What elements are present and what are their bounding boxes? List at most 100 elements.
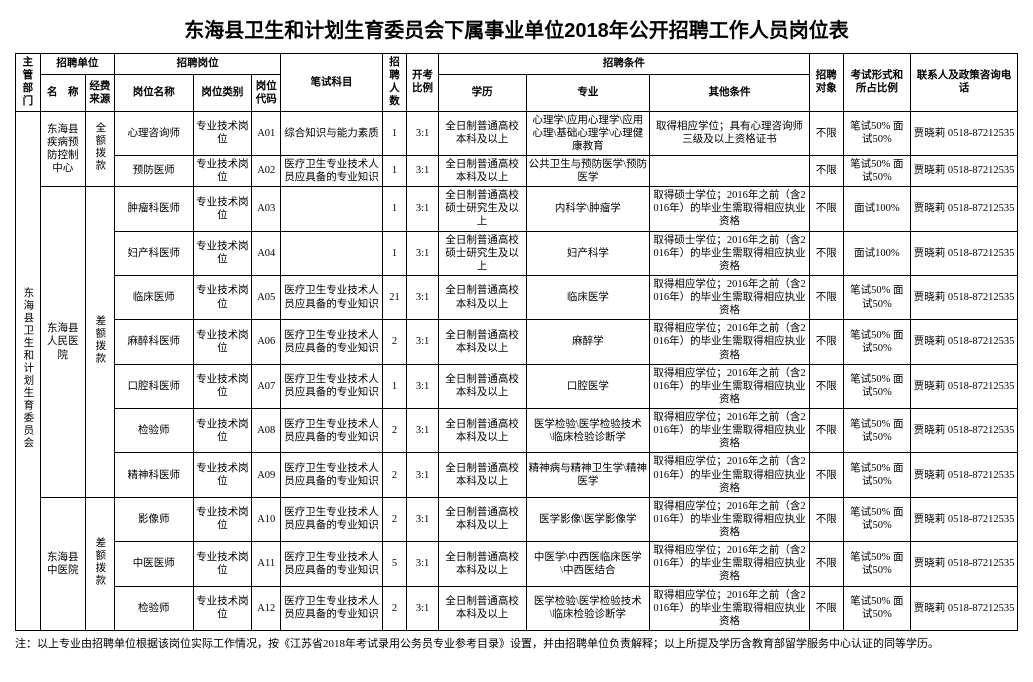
cell-cat: 专业技术岗位 xyxy=(193,364,251,408)
h-pos-cat: 岗位类别 xyxy=(193,75,251,111)
cell-form: 面试100% xyxy=(843,231,910,275)
cell-target: 不限 xyxy=(809,364,843,408)
cell-ratio: 3:1 xyxy=(407,364,438,408)
cell-target: 不限 xyxy=(809,409,843,453)
cell-edu: 全日制普通高校本科及以上 xyxy=(438,275,526,319)
table-body: 东海县卫生和计划生育委员会东海县疾病预防控制中心全额拨款心理咨询师专业技术岗位A… xyxy=(16,111,1018,630)
cell-form: 笔试50% 面试50% xyxy=(843,453,910,497)
cell-contact: 贾晓莉 0518-87212535 xyxy=(911,320,1018,364)
cell-pos: 检验师 xyxy=(114,586,193,630)
cell-target: 不限 xyxy=(809,542,843,586)
h-major: 专业 xyxy=(526,75,650,111)
cell-edu: 全日制普通高校本科及以上 xyxy=(438,409,526,453)
cell-edu: 全日制普通高校本科及以上 xyxy=(438,364,526,408)
cell-major: 中医学\中西医临床医学\中西医结合 xyxy=(526,542,650,586)
cell-ratio: 3:1 xyxy=(407,497,438,541)
cell-code: A05 xyxy=(252,275,281,319)
cell-other: 取得相应学位；2016年之前（含2016年）的毕业生需取得相应执业资格 xyxy=(650,542,810,586)
table-row: 口腔科医师专业技术岗位A07医疗卫生专业技术人员应具备的专业知识13:1全日制普… xyxy=(16,364,1018,408)
cell-other xyxy=(650,155,810,186)
h-ratio: 开考比例 xyxy=(407,54,438,112)
cell-major: 医学检验\医学检验技术\临床检验诊断学 xyxy=(526,586,650,630)
cell-ratio: 3:1 xyxy=(407,111,438,155)
h-unit-name: 名 称 xyxy=(40,75,85,111)
cell-other: 取得相应学位；2016年之前（含2016年）的毕业生需取得相应执业资格 xyxy=(650,497,810,541)
cell-cat: 专业技术岗位 xyxy=(193,187,251,231)
cell-contact: 贾晓莉 0518-87212535 xyxy=(911,542,1018,586)
cell-form: 笔试50% 面试50% xyxy=(843,409,910,453)
table-row: 预防医师专业技术岗位A02医疗卫生专业技术人员应具备的专业知识13:1全日制普通… xyxy=(16,155,1018,186)
cell-contact: 贾晓莉 0518-87212535 xyxy=(911,409,1018,453)
cell-target: 不限 xyxy=(809,187,843,231)
cell-pos: 中医医师 xyxy=(114,542,193,586)
cell-pos: 临床医师 xyxy=(114,275,193,319)
cell-edu: 全日制普通高校硕士研究生及以上 xyxy=(438,231,526,275)
cell-other: 取得相应学位；2016年之前（含2016年）的毕业生需取得相应执业资格 xyxy=(650,453,810,497)
table-row: 东海县中医院差额拨款影像师专业技术岗位A10医疗卫生专业技术人员应具备的专业知识… xyxy=(16,497,1018,541)
cell-contact: 贾晓莉 0518-87212535 xyxy=(911,497,1018,541)
cell-ratio: 3:1 xyxy=(407,409,438,453)
footnote: 注：以上专业由招聘单位根据该岗位实际工作情况，按《江苏省2018年考试录用公务员… xyxy=(15,637,1018,652)
cell-exam: 医疗卫生专业技术人员应具备的专业知识 xyxy=(281,542,382,586)
cell-major: 临床医学 xyxy=(526,275,650,319)
cell-ratio: 3:1 xyxy=(407,542,438,586)
cell-num: 21 xyxy=(382,275,407,319)
h-exam: 笔试科目 xyxy=(281,54,382,112)
cell-contact: 贾晓莉 0518-87212535 xyxy=(911,187,1018,231)
table-row: 临床医师专业技术岗位A05医疗卫生专业技术人员应具备的专业知识213:1全日制普… xyxy=(16,275,1018,319)
cell-ratio: 3:1 xyxy=(407,231,438,275)
cell-cat: 专业技术岗位 xyxy=(193,542,251,586)
cell-cat: 专业技术岗位 xyxy=(193,409,251,453)
cell-num: 2 xyxy=(382,497,407,541)
cell-target: 不限 xyxy=(809,155,843,186)
cell-code: A07 xyxy=(252,364,281,408)
cell-contact: 贾晓莉 0518-87212535 xyxy=(911,453,1018,497)
cell-form: 笔试50% 面试50% xyxy=(843,542,910,586)
table-row: 检验师专业技术岗位A12医疗卫生专业技术人员应具备的专业知识23:1全日制普通高… xyxy=(16,586,1018,630)
h-edu: 学历 xyxy=(438,75,526,111)
h-other: 其他条件 xyxy=(650,75,810,111)
h-pos-name: 岗位名称 xyxy=(114,75,193,111)
cell-ratio: 3:1 xyxy=(407,275,438,319)
cell-num: 1 xyxy=(382,111,407,155)
cell-num: 1 xyxy=(382,231,407,275)
cell-edu: 全日制普通高校本科及以上 xyxy=(438,497,526,541)
cell-target: 不限 xyxy=(809,111,843,155)
cell-pos: 妇产科医师 xyxy=(114,231,193,275)
cell-code: A04 xyxy=(252,231,281,275)
cell-form: 笔试50% 面试50% xyxy=(843,320,910,364)
cell-contact: 贾晓莉 0518-87212535 xyxy=(911,586,1018,630)
cell-exam: 医疗卫生专业技术人员应具备的专业知识 xyxy=(281,453,382,497)
cell-major: 口腔医学 xyxy=(526,364,650,408)
cell-exam: 综合知识与能力素质 xyxy=(281,111,382,155)
cell-unit-name: 东海县疾病预防控制中心 xyxy=(40,111,85,187)
table-row: 精神科医师专业技术岗位A09医疗卫生专业技术人员应具备的专业知识23:1全日制普… xyxy=(16,453,1018,497)
cell-major: 医学影像\医学影像学 xyxy=(526,497,650,541)
cell-pos: 肿瘤科医师 xyxy=(114,187,193,231)
cell-target: 不限 xyxy=(809,231,843,275)
cell-cat: 专业技术岗位 xyxy=(193,586,251,630)
h-dept: 主管部门 xyxy=(16,54,41,112)
cell-cat: 专业技术岗位 xyxy=(193,231,251,275)
cell-exam: 医疗卫生专业技术人员应具备的专业知识 xyxy=(281,409,382,453)
cell-form: 面试100% xyxy=(843,187,910,231)
cell-other: 取得相应学位；2016年之前（含2016年）的毕业生需取得相应执业资格 xyxy=(650,364,810,408)
cell-other: 取得硕士学位；2016年之前（含2016年）的毕业生需取得相应执业资格 xyxy=(650,187,810,231)
table-row: 东海县人民医院差额拨款肿瘤科医师专业技术岗位A0313:1全日制普通高校硕士研究… xyxy=(16,187,1018,231)
cell-ratio: 3:1 xyxy=(407,453,438,497)
cell-unit-name: 东海县中医院 xyxy=(40,497,85,630)
cell-other: 取得相应学位；2016年之前（含2016年）的毕业生需取得相应执业资格 xyxy=(650,320,810,364)
cell-cat: 专业技术岗位 xyxy=(193,497,251,541)
table-row: 东海县卫生和计划生育委员会东海县疾病预防控制中心全额拨款心理咨询师专业技术岗位A… xyxy=(16,111,1018,155)
cell-edu: 全日制普通高校本科及以上 xyxy=(438,111,526,155)
cell-other: 取得相应学位；2016年之前（含2016年）的毕业生需取得相应执业资格 xyxy=(650,586,810,630)
cell-contact: 贾晓莉 0518-87212535 xyxy=(911,364,1018,408)
cell-pos: 心理咨询师 xyxy=(114,111,193,155)
table-row: 麻醉科医师专业技术岗位A06医疗卫生专业技术人员应具备的专业知识23:1全日制普… xyxy=(16,320,1018,364)
cell-other: 取得硕士学位；2016年之前（含2016年）的毕业生需取得相应执业资格 xyxy=(650,231,810,275)
cell-major: 心理学\应用心理学\应用心理\基础心理学\心理健康教育 xyxy=(526,111,650,155)
cell-form: 笔试50% 面试50% xyxy=(843,497,910,541)
cell-code: A02 xyxy=(252,155,281,186)
cell-ratio: 3:1 xyxy=(407,320,438,364)
cell-num: 5 xyxy=(382,542,407,586)
